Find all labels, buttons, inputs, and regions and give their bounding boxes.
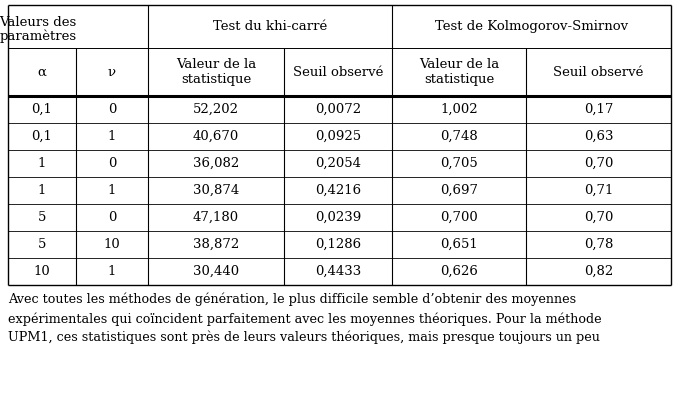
Text: Seuil observé: Seuil observé <box>293 66 383 79</box>
Text: 0,2054: 0,2054 <box>315 157 361 170</box>
Text: 0: 0 <box>108 103 116 116</box>
Text: 0,63: 0,63 <box>584 130 613 143</box>
Text: α: α <box>37 66 46 79</box>
Text: paramètres: paramètres <box>0 30 77 43</box>
Text: 0,748: 0,748 <box>440 130 478 143</box>
Text: 1: 1 <box>38 157 46 170</box>
Text: 0,0925: 0,0925 <box>315 130 361 143</box>
Text: 1: 1 <box>108 184 116 197</box>
Text: 0,71: 0,71 <box>584 184 613 197</box>
Text: 1: 1 <box>108 265 116 278</box>
Text: 0,4433: 0,4433 <box>315 265 361 278</box>
Text: UPM1, ces statistiques sont près de leurs valeurs théoriques, mais presque toujo: UPM1, ces statistiques sont près de leur… <box>8 331 600 345</box>
Text: statistique: statistique <box>181 73 251 87</box>
Text: 0,651: 0,651 <box>440 238 478 251</box>
Text: 0,700: 0,700 <box>440 211 478 224</box>
Text: Seuil observé: Seuil observé <box>553 66 644 79</box>
Text: statistique: statistique <box>424 73 494 87</box>
Text: 0,705: 0,705 <box>440 157 478 170</box>
Text: 0,0239: 0,0239 <box>315 211 361 224</box>
Text: 52,202: 52,202 <box>193 103 239 116</box>
Text: 36,082: 36,082 <box>193 157 239 170</box>
Text: 5: 5 <box>38 238 46 251</box>
Text: 30,440: 30,440 <box>193 265 239 278</box>
Text: 5: 5 <box>38 211 46 224</box>
Text: 0,0072: 0,0072 <box>315 103 361 116</box>
Text: 30,874: 30,874 <box>193 184 239 197</box>
Text: 0,1: 0,1 <box>31 103 52 116</box>
Text: Test du khi-carré: Test du khi-carré <box>213 20 327 33</box>
Text: 47,180: 47,180 <box>193 211 239 224</box>
Text: 40,670: 40,670 <box>193 130 239 143</box>
Text: Valeur de la: Valeur de la <box>419 58 499 71</box>
Text: Avec toutes les méthodes de génération, le plus difficile semble d’obtenir des m: Avec toutes les méthodes de génération, … <box>8 293 576 306</box>
Text: 0,82: 0,82 <box>584 265 613 278</box>
Text: 38,872: 38,872 <box>193 238 239 251</box>
Text: Test de Kolmogorov-Smirnov: Test de Kolmogorov-Smirnov <box>435 20 628 33</box>
Text: 0,697: 0,697 <box>440 184 478 197</box>
Text: 0: 0 <box>108 211 116 224</box>
Text: expérimentales qui coïncident parfaitement avec les moyennes théoriques. Pour la: expérimentales qui coïncident parfaiteme… <box>8 312 602 326</box>
Text: 1,002: 1,002 <box>440 103 478 116</box>
Text: 0,70: 0,70 <box>584 211 613 224</box>
Text: 1: 1 <box>108 130 116 143</box>
Text: Valeurs des: Valeurs des <box>0 16 77 29</box>
Text: 0: 0 <box>108 157 116 170</box>
Text: Valeur de la: Valeur de la <box>176 58 256 71</box>
Text: 0,626: 0,626 <box>440 265 478 278</box>
Text: 0,4216: 0,4216 <box>315 184 361 197</box>
Text: 0,70: 0,70 <box>584 157 613 170</box>
Text: ν: ν <box>108 66 116 79</box>
Text: 10: 10 <box>104 238 120 251</box>
Text: 0,1286: 0,1286 <box>315 238 361 251</box>
Text: 1: 1 <box>38 184 46 197</box>
Text: 0,78: 0,78 <box>584 238 613 251</box>
Text: 0,1: 0,1 <box>31 130 52 143</box>
Text: 10: 10 <box>34 265 50 278</box>
Text: 0,17: 0,17 <box>584 103 613 116</box>
